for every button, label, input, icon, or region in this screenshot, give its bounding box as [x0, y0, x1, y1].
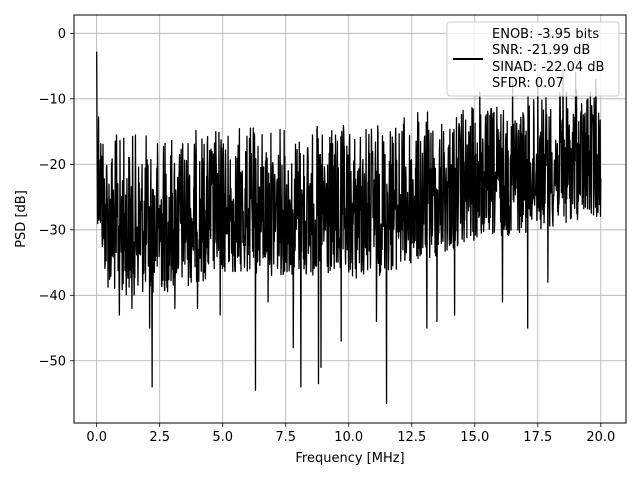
series-psd [96, 51, 602, 404]
legend: ENOB: -3.95 bits SNR: -21.99 dB SINAD: -… [446, 21, 620, 97]
y-tick-label: 0 [58, 27, 66, 42]
legend-sinad: SINAD: -22.04 dB [492, 60, 604, 75]
legend-enob: ENOB: -3.95 bits [492, 27, 599, 42]
x-tick-label: 12.5 [397, 430, 426, 445]
x-tick-label: 2.5 [149, 430, 170, 445]
y-tick-label: −30 [39, 223, 66, 238]
y-axis-ticks: 0 −10 −20 −30 −40 −50 [39, 27, 74, 369]
x-axis-label: Frequency [MHz] [295, 451, 404, 466]
x-axis-ticks: 0.0 2.5 5.0 7.5 10.0 12.5 15.0 17.5 20.0 [86, 423, 615, 445]
x-tick-label: 10.0 [334, 430, 363, 445]
y-tick-label: −10 [39, 92, 66, 107]
x-tick-label: 0.0 [86, 430, 107, 445]
psd-line [96, 51, 602, 404]
y-tick-label: −20 [39, 158, 66, 173]
x-tick-label: 7.5 [275, 430, 296, 445]
x-tick-label: 17.5 [523, 430, 552, 445]
x-tick-label: 5.0 [212, 430, 233, 445]
legend-snr: SNR: -21.99 dB [492, 43, 590, 58]
x-tick-label: 15.0 [460, 430, 489, 445]
y-axis-label: PSD [dB] [14, 190, 29, 248]
legend-sfdr: SFDR: 0.07 [492, 76, 564, 91]
legend-box [446, 21, 620, 97]
plot-frame [73, 14, 627, 424]
y-tick-label: −40 [39, 289, 66, 304]
y-tick-label: −50 [39, 354, 66, 369]
x-tick-label: 20.0 [586, 430, 615, 445]
